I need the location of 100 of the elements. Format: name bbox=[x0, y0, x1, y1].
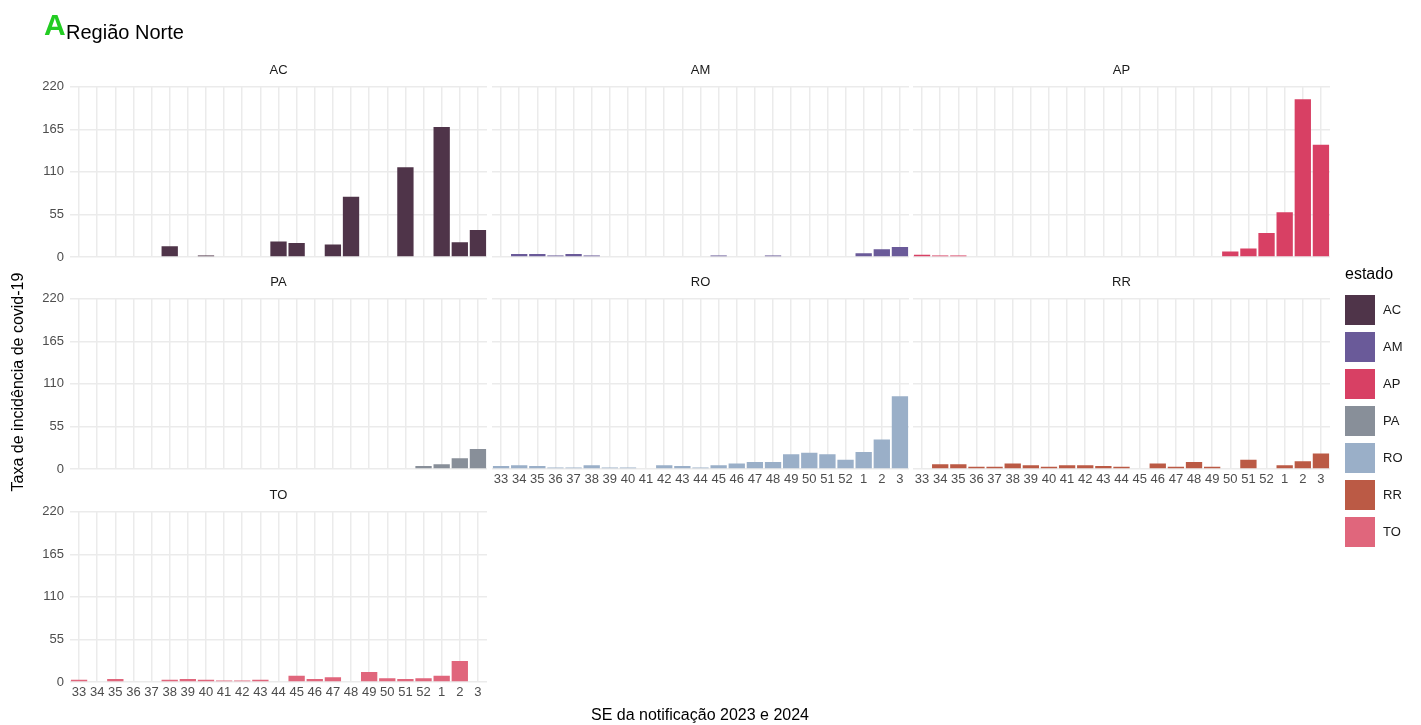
bar bbox=[324, 677, 342, 682]
bar bbox=[360, 671, 378, 682]
x-tick-label: 48 bbox=[343, 684, 359, 700]
x-tick-label: 2 bbox=[878, 471, 886, 487]
bar bbox=[469, 229, 487, 257]
chart-title: PA bbox=[269, 274, 288, 289]
bar bbox=[397, 167, 414, 257]
x-tick-label: 2 bbox=[1299, 471, 1307, 487]
x-tick-label: 41 bbox=[638, 471, 654, 487]
x-tick-label: 34 bbox=[89, 684, 105, 700]
chart-title: AM bbox=[689, 62, 712, 77]
bar bbox=[891, 246, 909, 257]
x-tick-label: 36 bbox=[126, 684, 141, 700]
x-tick-label: 1 bbox=[860, 471, 868, 487]
bar bbox=[873, 439, 890, 469]
x-tick-label: 33 bbox=[493, 471, 509, 487]
x-tick-label: 41 bbox=[216, 684, 232, 700]
bar bbox=[1077, 465, 1094, 469]
x-tick-label: 47 bbox=[1168, 471, 1184, 487]
bar bbox=[950, 464, 967, 469]
chart-title: RO bbox=[689, 274, 712, 289]
x-tick-label: 1 bbox=[438, 684, 446, 700]
x-tick-label: 43 bbox=[675, 471, 690, 487]
y-tick-label: 220 bbox=[42, 503, 64, 519]
bar bbox=[782, 454, 800, 469]
bar bbox=[342, 196, 360, 257]
x-tick-label: 37 bbox=[566, 471, 581, 487]
legend-label: PA bbox=[1383, 413, 1400, 428]
x-tick-label: 51 bbox=[820, 471, 835, 487]
bar bbox=[1312, 453, 1330, 469]
bar bbox=[1312, 144, 1330, 257]
y-tick-label: 110 bbox=[43, 375, 64, 391]
x-tick-label: 39 bbox=[1023, 471, 1039, 487]
bar bbox=[932, 464, 949, 469]
x-tick-label: 39 bbox=[602, 471, 618, 487]
x-tick-label: 48 bbox=[1186, 471, 1202, 487]
x-tick-label: 45 bbox=[711, 471, 726, 487]
y-tick-label: 165 bbox=[42, 545, 64, 561]
x-tick-label: 45 bbox=[1132, 471, 1147, 487]
x-tick-label: 34 bbox=[511, 471, 527, 487]
bar bbox=[1294, 99, 1311, 257]
bar bbox=[801, 452, 818, 469]
bar bbox=[469, 448, 487, 469]
x-tick-label: 40 bbox=[198, 684, 214, 700]
bar bbox=[873, 249, 890, 257]
x-tick-label: 44 bbox=[271, 684, 286, 700]
bar bbox=[764, 462, 782, 469]
x-tick-label: 47 bbox=[747, 471, 763, 487]
x-tick-label: 34 bbox=[932, 471, 948, 487]
x-tick-label: 40 bbox=[1041, 471, 1057, 487]
bar bbox=[433, 675, 450, 682]
bar bbox=[451, 458, 468, 469]
y-tick-label: 165 bbox=[42, 120, 64, 136]
bar bbox=[433, 464, 450, 469]
chart-title: AC bbox=[268, 62, 289, 77]
bar bbox=[1240, 459, 1257, 469]
y-tick-label: 55 bbox=[49, 206, 64, 222]
x-tick-label: 36 bbox=[548, 471, 563, 487]
bar bbox=[451, 242, 468, 257]
legend-label: AM bbox=[1383, 339, 1403, 354]
x-tick-label: 50 bbox=[802, 471, 817, 487]
x-tick-label: 33 bbox=[914, 471, 930, 487]
x-tick-label: 35 bbox=[530, 471, 545, 487]
x-tick-label: 48 bbox=[765, 471, 781, 487]
text: Região Norte bbox=[66, 21, 184, 44]
x-tick-label: 46 bbox=[1150, 471, 1165, 487]
x-tick-label: 46 bbox=[729, 471, 744, 487]
x-tick-label: 37 bbox=[144, 684, 159, 700]
x-tick-label: 36 bbox=[969, 471, 984, 487]
x-tick-label: 1 bbox=[1281, 471, 1289, 487]
x-tick-label: 3 bbox=[896, 471, 904, 487]
text: A bbox=[44, 8, 66, 42]
x-tick-label: 38 bbox=[584, 471, 599, 487]
bar bbox=[161, 246, 178, 257]
y-tick-label: 110 bbox=[43, 588, 64, 604]
x-tick-label: 49 bbox=[1204, 471, 1220, 487]
x-tick-label: 44 bbox=[1114, 471, 1129, 487]
x-tick-label: 3 bbox=[474, 684, 482, 700]
x-axis-title: SE da notificação 2023 e 2024 bbox=[591, 706, 809, 724]
bar bbox=[746, 462, 764, 469]
legend-label: RO bbox=[1383, 450, 1403, 465]
bar bbox=[511, 465, 528, 469]
bar bbox=[891, 396, 909, 469]
x-tick-label: 41 bbox=[1059, 471, 1075, 487]
x-tick-label: 49 bbox=[361, 684, 377, 700]
x-tick-label: 37 bbox=[987, 471, 1002, 487]
x-tick-label: 3 bbox=[1317, 471, 1325, 487]
bar bbox=[1276, 212, 1293, 257]
x-tick-label: 50 bbox=[1223, 471, 1238, 487]
x-tick-label: 39 bbox=[180, 684, 196, 700]
y-tick-label: 55 bbox=[49, 631, 64, 647]
x-tick-label: 47 bbox=[325, 684, 341, 700]
bar bbox=[1276, 465, 1293, 469]
x-tick-label: 42 bbox=[235, 684, 250, 700]
y-tick-label: 0 bbox=[56, 460, 64, 476]
y-tick-label: 0 bbox=[56, 673, 64, 689]
bar bbox=[451, 661, 468, 682]
chart-title: RR bbox=[1111, 274, 1132, 289]
x-tick-label: 40 bbox=[620, 471, 636, 487]
x-tick-label: 45 bbox=[289, 684, 304, 700]
